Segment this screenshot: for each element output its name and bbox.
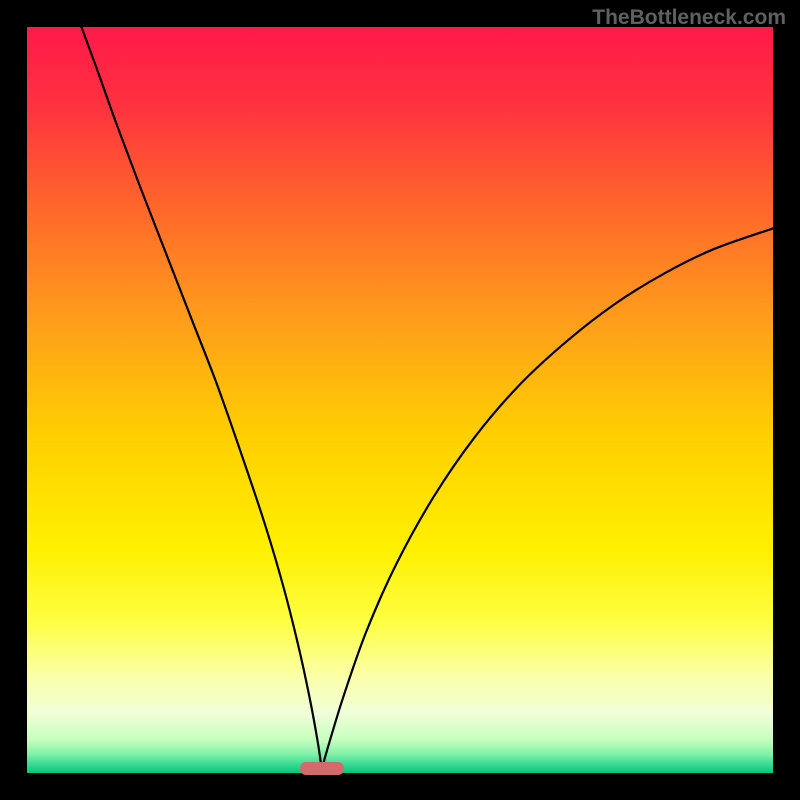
plot-area — [27, 27, 773, 773]
curve-right-branch — [322, 228, 773, 769]
chart-container: TheBottleneck.com — [0, 0, 800, 800]
watermark-text: TheBottleneck.com — [592, 6, 786, 30]
bottleneck-curve — [27, 27, 773, 773]
curve-left-branch — [81, 27, 321, 769]
optimal-marker — [300, 762, 344, 775]
